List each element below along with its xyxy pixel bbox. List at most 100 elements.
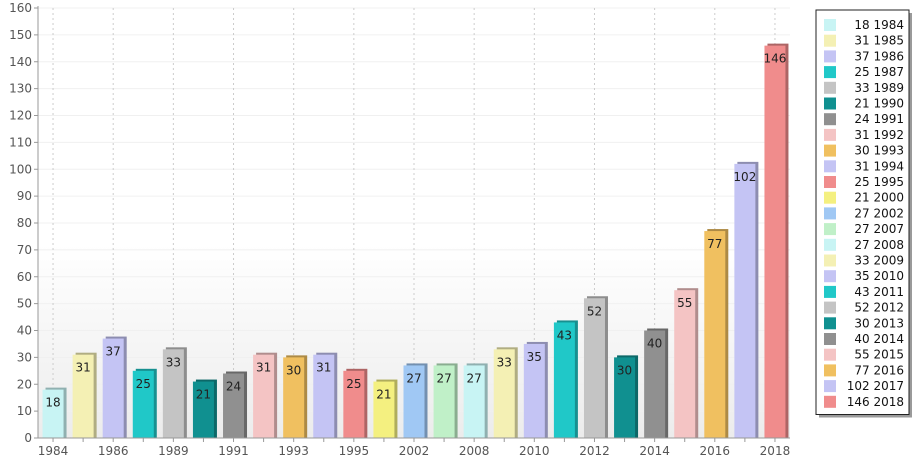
bar: [493, 349, 515, 438]
legend-swatch: [824, 317, 836, 330]
y-tick-label: 20: [17, 377, 32, 391]
legend-swatch: [824, 113, 836, 126]
bar: [42, 389, 64, 438]
y-tick-label: 80: [17, 216, 32, 230]
x-tick-label: 2008: [459, 444, 490, 458]
x-tick-label: 1991: [218, 444, 249, 458]
legend-entry: 31 1985: [854, 34, 904, 48]
legend-entry: 43 2011: [854, 285, 904, 299]
x-tick-label: 2012: [579, 444, 610, 458]
x-tick-label: 1989: [158, 444, 189, 458]
data-label: 37: [106, 345, 121, 359]
legend-entry: 40 2014: [854, 332, 904, 346]
legend-entry: 30 1993: [854, 144, 904, 158]
bar: [253, 354, 275, 438]
legend-entry: 55 2015: [854, 348, 904, 362]
bar: [674, 290, 696, 438]
x-tick-label: 1986: [98, 444, 129, 458]
bar: [583, 298, 605, 438]
legend-swatch: [824, 176, 836, 188]
bar: [283, 357, 305, 438]
data-label: 25: [346, 377, 361, 391]
bars: 18 31 37 25 33 21 24 31 30 31 25 21 27 27 27 33 35 43 52 30…: [42, 43, 789, 438]
legend-entry: 25 1995: [854, 175, 904, 189]
legend-entry: 27 2007: [854, 222, 904, 236]
data-label: 33: [166, 355, 181, 369]
data-label: 27: [436, 371, 451, 385]
legend-entry: 27 2008: [854, 238, 904, 252]
x-tick-label: 2002: [399, 444, 430, 458]
legend-entry: 37 1986: [854, 49, 904, 63]
bar: [463, 365, 485, 438]
bar: [373, 381, 395, 438]
bar: [553, 322, 575, 438]
bar: [72, 354, 94, 438]
data-label: 31: [256, 361, 271, 375]
bar: [704, 231, 726, 438]
data-label: 55: [677, 296, 692, 310]
x-tick-label: 2014: [639, 444, 670, 458]
y-tick-label: 10: [17, 404, 32, 418]
bar: [523, 343, 545, 438]
y-tick-label: 50: [17, 297, 32, 311]
legend-swatch: [824, 66, 836, 79]
data-label: 30: [617, 363, 632, 377]
data-label: 30: [286, 363, 301, 377]
legend-swatch: [824, 364, 836, 377]
legend-swatch: [824, 395, 836, 408]
y-tick-label: 100: [9, 162, 32, 176]
legend-swatch: [824, 160, 836, 173]
bar: [433, 365, 455, 438]
legend-entry: 146 2018: [847, 395, 904, 409]
legend-swatch: [824, 19, 836, 31]
data-label: 33: [497, 355, 512, 369]
legend-entry: 27 2002: [854, 206, 904, 220]
legend-swatch: [824, 34, 836, 47]
legend-entry: 18 1984: [854, 18, 904, 32]
legend-entry: 33 2009: [854, 254, 904, 268]
legend-swatch: [824, 97, 836, 110]
legend-swatch: [824, 301, 836, 314]
legend-swatch: [824, 380, 836, 393]
y-tick-label: 150: [9, 28, 32, 42]
data-label: 35: [527, 350, 542, 364]
data-label: 27: [406, 371, 421, 385]
bar: [132, 370, 154, 438]
legend-entry: 52 2012: [854, 301, 904, 315]
legend-swatch: [824, 50, 836, 63]
data-label: 21: [376, 388, 391, 402]
legend-swatch: [824, 270, 836, 283]
legend-swatch: [824, 207, 836, 220]
data-label: 52: [587, 304, 602, 318]
x-tick-label: 1995: [339, 444, 370, 458]
legend-entry: 31 1992: [854, 128, 904, 142]
bar: [614, 357, 636, 438]
data-label: 43: [557, 328, 572, 342]
y-tick-label: 60: [17, 270, 32, 284]
legend-entry: 21 1990: [854, 97, 904, 111]
data-label: 77: [707, 237, 722, 251]
bar: [644, 330, 666, 438]
legend-entry: 21 2000: [854, 191, 904, 205]
bar: [162, 349, 184, 438]
y-tick-label: 40: [17, 324, 32, 338]
legend-entry: 30 2013: [854, 316, 904, 330]
y-tick-label: 160: [9, 1, 32, 15]
data-label: 31: [75, 361, 90, 375]
legend-entry: 33 1989: [854, 81, 904, 95]
data-label: 25: [136, 377, 151, 391]
legend-swatch: [824, 191, 836, 204]
legend-entry: 31 1994: [854, 159, 904, 173]
y-tick-label: 90: [17, 189, 32, 203]
bar: [313, 354, 335, 438]
data-label: 102: [733, 170, 756, 184]
data-label: 18: [45, 396, 60, 410]
legend-entry: 25 1987: [854, 65, 904, 79]
bar: [223, 373, 245, 438]
legend-entry: 24 1991: [854, 112, 904, 126]
y-tick-label: 110: [9, 135, 32, 149]
data-label: 40: [647, 337, 662, 351]
y-tick-label: 120: [9, 109, 32, 123]
